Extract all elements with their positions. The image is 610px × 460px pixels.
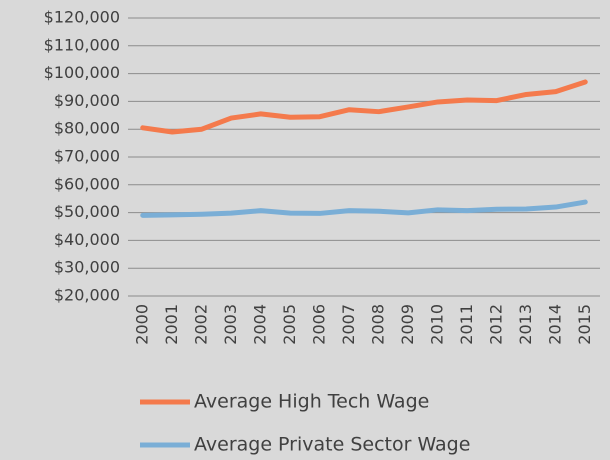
x-tick-label: 2008 [368,304,387,345]
y-tick-label: $100,000 [44,63,120,82]
x-tick-label: 2015 [575,304,594,345]
y-tick-label: $60,000 [54,174,120,193]
y-tick-label: $30,000 [54,258,120,277]
x-tick-label: 2005 [280,304,299,345]
series-line [140,79,588,135]
x-tick-label: 2004 [250,304,269,345]
x-tick-label: 2011 [457,304,476,345]
x-tick-label: 2003 [221,304,240,345]
y-tick-label: $70,000 [54,147,120,166]
y-tick-label: $90,000 [54,91,120,110]
x-tick-label: 2010 [427,304,446,345]
x-tick-label: 2002 [191,304,210,345]
y-tick-label: $40,000 [54,230,120,249]
x-tick-label: 2014 [545,304,564,345]
y-tick-label: $80,000 [54,119,120,138]
x-tick-label: 2009 [398,304,417,345]
x-tick-label: 2007 [339,304,358,345]
x-tick-label: 2012 [486,304,505,345]
x-tick-label: 2000 [132,304,151,345]
series-line [140,199,588,218]
y-tick-label: $20,000 [54,286,120,305]
x-tick-label: 2013 [516,304,535,345]
legend-label: Average Private Sector Wage [194,434,470,456]
y-tick-label: $120,000 [44,8,120,27]
x-tick-label: 2006 [309,304,328,345]
y-tick-label: $110,000 [44,35,120,54]
y-tick-label: $50,000 [54,202,120,221]
legend-label: Average High Tech Wage [194,391,429,413]
x-tick-label: 2001 [162,304,181,345]
